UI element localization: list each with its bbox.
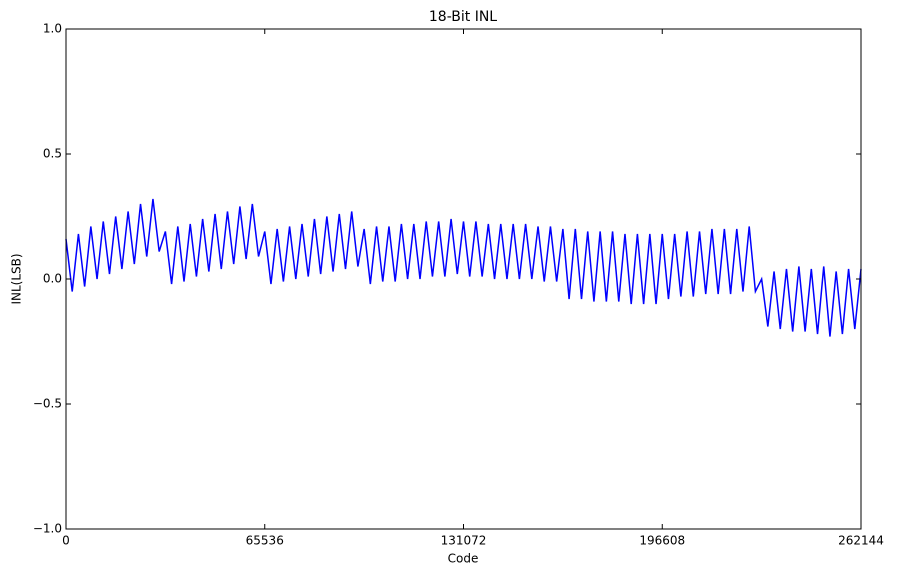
y-tick-label: −0.5 [33, 397, 62, 411]
y-tick-label: 0.0 [43, 272, 62, 286]
y-tick-label: −1.0 [33, 522, 62, 536]
x-tick-label: 131072 [441, 534, 487, 548]
y-tick-label: 0.5 [43, 147, 62, 161]
data-line [65, 198, 862, 337]
y-axis-label: INL(LSB) [10, 253, 24, 304]
x-tick-label: 262144 [838, 534, 884, 548]
y-tick-label: 1.0 [43, 22, 62, 36]
x-tick-label: 65536 [246, 534, 284, 548]
x-tick-label: 0 [62, 534, 70, 548]
chart-title: 18-Bit INL [429, 9, 497, 25]
x-tick-label: 196608 [639, 534, 685, 548]
x-axis-label: Code [448, 552, 479, 566]
